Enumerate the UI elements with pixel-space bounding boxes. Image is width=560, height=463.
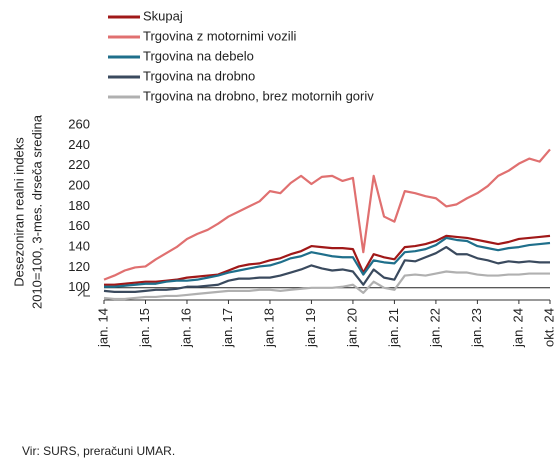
x-tick-label: jan. 14 bbox=[95, 308, 110, 348]
x-tick-label: jan. 17 bbox=[220, 308, 235, 348]
source-note: Vir: SURS, preračuni UMAR. bbox=[22, 444, 175, 458]
x-tick-label: okt. 24 bbox=[541, 308, 556, 347]
y-tick-label: 240 bbox=[68, 137, 90, 152]
series-line bbox=[103, 270, 550, 301]
legend-label: Trgovina na drobno, brez motornih goriv bbox=[143, 88, 374, 103]
x-tick-label: jan. 19 bbox=[303, 308, 318, 348]
y-tick-label: 200 bbox=[68, 177, 90, 192]
legend-label: Trgovina na drobno bbox=[143, 68, 255, 83]
y-tick-label: 180 bbox=[68, 198, 90, 213]
y-axis-label: Desezoniran realni indeks bbox=[11, 137, 26, 287]
series-line bbox=[103, 148, 551, 281]
legend-label: Trgovina na debelo bbox=[143, 48, 254, 63]
series-line bbox=[103, 245, 550, 293]
x-tick-label: jan. 21 bbox=[386, 308, 401, 348]
y-tick-label: 260 bbox=[68, 116, 90, 131]
y-tick-label: 140 bbox=[68, 239, 90, 254]
series-line bbox=[104, 234, 551, 286]
x-tick-label: jan. 20 bbox=[344, 308, 359, 348]
x-tick-label: jan. 16 bbox=[178, 308, 193, 348]
x-tick-label: jan. 22 bbox=[427, 308, 442, 348]
x-tick-label: jan. 15 bbox=[137, 308, 152, 348]
x-tick-label: jan. 24 bbox=[510, 308, 525, 348]
legend-label: Skupaj bbox=[143, 8, 183, 23]
x-tick-label: jan. 23 bbox=[469, 308, 484, 348]
y-axis-label: 2010=100, 3-mes. drseča sredina bbox=[29, 114, 44, 309]
y-tick-label: 160 bbox=[68, 218, 90, 233]
y-tick-label: 120 bbox=[68, 259, 90, 274]
y-tick-label: 220 bbox=[68, 157, 90, 172]
legend-label: Trgovina z motornimi vozili bbox=[143, 28, 297, 43]
axis-break bbox=[77, 288, 90, 297]
series-line bbox=[104, 236, 551, 288]
x-tick-label: jan. 18 bbox=[261, 308, 276, 348]
y-tick-label: 100 bbox=[68, 279, 90, 294]
